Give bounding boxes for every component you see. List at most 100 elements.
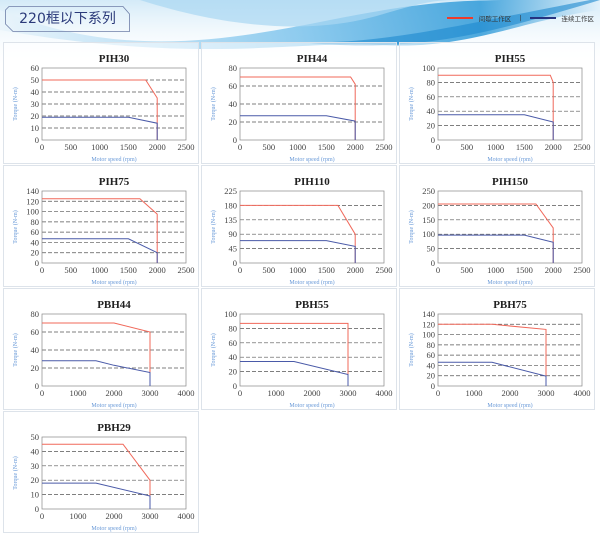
y-tick-label: 40 xyxy=(31,345,40,355)
y-tick-label: 60 xyxy=(31,227,40,237)
x-tick-label: 0 xyxy=(436,265,440,275)
y-tick-label: 180 xyxy=(224,200,237,210)
y-tick-label: 0 xyxy=(35,135,39,145)
chart-title: PIH110 xyxy=(294,176,330,188)
chart-grid: PIH30 0 10 20 30 40 50 60 0 500 1000 1500 2000 2500 Mo… xyxy=(3,42,595,533)
y-tick-label: 140 xyxy=(422,309,435,319)
legend-swatch-intermittent xyxy=(446,17,473,19)
x-tick-label: 0 xyxy=(238,142,242,152)
y-tick-label: 0 xyxy=(233,381,237,391)
chart-title: PIH55 xyxy=(495,53,526,65)
x-axis-label: Motor speed (rpm) xyxy=(487,156,532,163)
y-tick-label: 60 xyxy=(229,338,238,348)
continuous-zone-line xyxy=(438,234,554,263)
x-tick-label: 2000 xyxy=(106,511,123,521)
chart-pbh75: PBH75 0 20 40 60 80 100 120 140 0 1000 2000 3000 4000… xyxy=(399,288,595,410)
plot-area xyxy=(239,190,385,264)
chart-title: PBH29 xyxy=(97,422,131,434)
y-tick-label: 40 xyxy=(31,237,40,247)
x-tick-label: 1000 xyxy=(91,265,108,275)
y-tick-label: 60 xyxy=(229,81,238,91)
x-tick-label: 2000 xyxy=(502,388,519,398)
chart-title: PIH44 xyxy=(297,53,328,65)
y-tick-label: 50 xyxy=(427,244,436,254)
y-tick-label: 0 xyxy=(35,504,39,514)
y-tick-label: 100 xyxy=(422,330,435,340)
x-tick-label: 2000 xyxy=(347,142,364,152)
chart-svg: PIH110 0 45 90 135 180 225 0 500 1000 1500 2000 2500… xyxy=(210,176,393,286)
x-tick-label: 0 xyxy=(436,388,440,398)
x-tick-label: 2000 xyxy=(106,388,123,398)
y-tick-label: 100 xyxy=(26,207,39,217)
x-tick-label: 3000 xyxy=(340,388,357,398)
legend-label-continuous: 连续工作区 xyxy=(561,15,595,23)
legend-swatch-continuous xyxy=(529,17,556,19)
x-axis-label: Motor speed (rpm) xyxy=(289,402,334,409)
x-tick-label: 1000 xyxy=(487,142,504,152)
x-tick-label: 3000 xyxy=(538,388,555,398)
x-tick-label: 500 xyxy=(64,265,77,275)
y-axis-label: Torque (N-m) xyxy=(210,333,217,366)
chart-pih150: PIH150 0 50 100 150 200 250 0 500 1000 1500 2000 250… xyxy=(399,165,595,287)
x-tick-label: 2000 xyxy=(545,265,562,275)
y-tick-label: 20 xyxy=(229,367,238,377)
continuous-zone-line xyxy=(240,361,349,386)
y-tick-label: 50 xyxy=(31,432,40,442)
x-tick-label: 4000 xyxy=(376,388,393,398)
y-tick-label: 40 xyxy=(229,99,238,109)
x-tick-label: 500 xyxy=(460,142,473,152)
plot-area xyxy=(239,67,385,141)
x-tick-label: 2500 xyxy=(376,142,393,152)
x-axis-label: Motor speed (rpm) xyxy=(289,156,334,163)
y-tick-label: 20 xyxy=(229,117,238,127)
y-tick-label: 100 xyxy=(422,229,435,239)
chart-svg: PBH44 0 20 40 60 80 0 1000 2000 3000 4000 Motor spe… xyxy=(12,299,195,409)
x-tick-label: 1500 xyxy=(516,142,533,152)
continuous-zone-line xyxy=(42,116,158,140)
legend: 间歇工作区 | 连续工作区 xyxy=(446,13,595,23)
y-tick-label: 20 xyxy=(427,371,436,381)
y-tick-label: 80 xyxy=(31,217,40,227)
chart-svg: PIH44 0 20 40 60 80 0 500 1000 1500 2000 2500 Motor … xyxy=(210,53,393,163)
x-axis-label: Motor speed (rpm) xyxy=(91,156,136,163)
y-tick-label: 20 xyxy=(31,363,40,373)
y-tick-label: 80 xyxy=(229,63,238,73)
plot-area xyxy=(41,436,187,510)
y-tick-label: 0 xyxy=(233,135,237,145)
x-tick-label: 0 xyxy=(238,388,242,398)
y-tick-label: 80 xyxy=(229,323,238,333)
plot-area xyxy=(41,190,187,264)
x-tick-label: 0 xyxy=(436,142,440,152)
y-axis-label: Torque (N-m) xyxy=(210,87,217,120)
intermittent-zone-line xyxy=(240,322,349,386)
x-axis-label: Motor speed (rpm) xyxy=(289,279,334,286)
plot-area xyxy=(41,67,187,141)
y-tick-label: 150 xyxy=(422,215,435,225)
y-tick-label: 10 xyxy=(31,123,40,133)
x-tick-label: 1000 xyxy=(289,265,306,275)
intermittent-zone-line xyxy=(42,322,151,386)
x-tick-label: 2500 xyxy=(178,265,195,275)
y-tick-label: 200 xyxy=(422,200,435,210)
intermittent-zone-line xyxy=(240,76,356,140)
continuous-zone-line xyxy=(438,114,554,140)
x-tick-label: 1000 xyxy=(289,142,306,152)
y-tick-label: 100 xyxy=(422,63,435,73)
y-tick-label: 40 xyxy=(31,446,40,456)
x-tick-label: 1000 xyxy=(91,142,108,152)
x-tick-label: 2000 xyxy=(149,142,166,152)
y-tick-label: 0 xyxy=(431,135,435,145)
y-tick-label: 225 xyxy=(224,186,237,196)
x-tick-label: 4000 xyxy=(574,388,591,398)
y-tick-label: 45 xyxy=(229,244,238,254)
x-axis-label: Motor speed (rpm) xyxy=(91,402,136,409)
y-tick-label: 135 xyxy=(224,215,237,225)
x-tick-label: 3000 xyxy=(142,511,159,521)
chart-svg: PBH29 0 10 20 30 40 50 0 1000 2000 3000 4000 Motor s… xyxy=(12,422,195,532)
x-tick-label: 1500 xyxy=(318,265,335,275)
